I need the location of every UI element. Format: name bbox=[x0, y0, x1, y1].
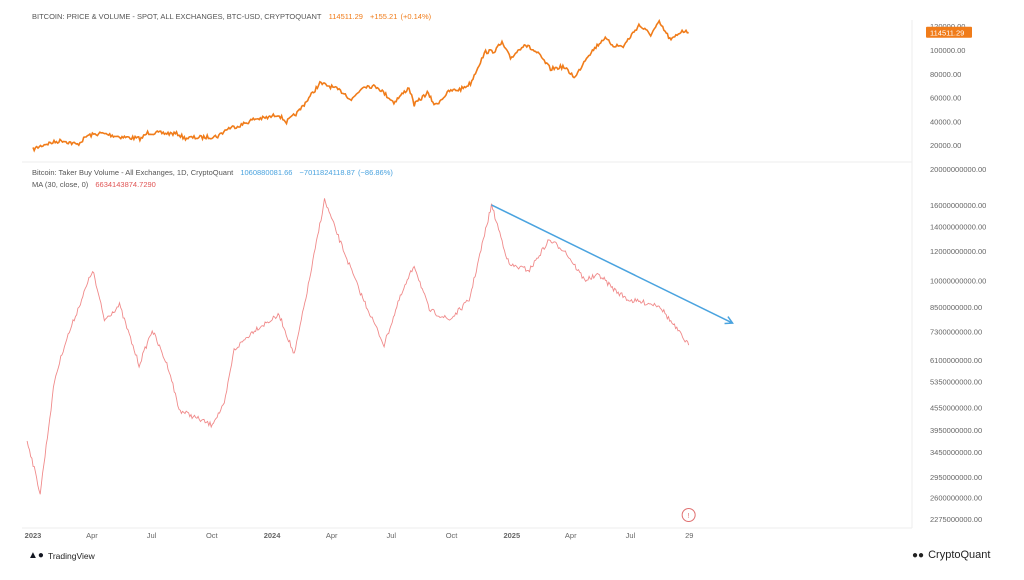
volume-y-tick: 3950000000.00 bbox=[930, 426, 982, 435]
trend-arrow-line bbox=[491, 204, 733, 324]
ma-label: MA (30, close, 0) bbox=[32, 180, 89, 189]
x-tick: Jul bbox=[147, 531, 157, 540]
price-change-pct: (+0.14%) bbox=[400, 12, 432, 21]
volume-legend-title: Bitcoin: Taker Buy Volume - All Exchange… bbox=[32, 168, 234, 177]
price-last: 114511.29 bbox=[328, 12, 363, 21]
tradingview-logo[interactable]: ▲● TradingView bbox=[28, 550, 95, 561]
volume-y-tick: 2275000000.00 bbox=[930, 515, 982, 524]
volume-y-tick: 12000000000.00 bbox=[930, 247, 986, 256]
cryptoquant-logo: ●● CryptoQuant bbox=[912, 549, 991, 561]
ma-value: 6634143874.7290 bbox=[95, 180, 156, 189]
price-y-tick: 20000.00 bbox=[930, 141, 961, 150]
x-tick: 29 bbox=[685, 531, 693, 540]
volume-y-tick: 14000000000.00 bbox=[930, 222, 986, 231]
taker-buy-volume-line bbox=[26, 198, 690, 495]
x-tick: Jul bbox=[626, 531, 636, 540]
volume-y-tick: 10000000000.00 bbox=[930, 277, 986, 286]
cryptoquant-icon: ●● bbox=[912, 549, 925, 561]
price-change: +155.21 bbox=[370, 12, 398, 21]
x-tick: Oct bbox=[206, 531, 219, 540]
event-marker-label: ! bbox=[688, 513, 690, 520]
price-legend-title: BITCOIN: PRICE & VOLUME - SPOT, ALL EXCH… bbox=[32, 12, 322, 21]
x-tick: 2024 bbox=[264, 531, 282, 540]
volume-last: 1060880081.66 bbox=[240, 168, 293, 177]
x-tick: Apr bbox=[86, 531, 98, 540]
price-y-tick: 60000.00 bbox=[930, 94, 961, 103]
price-y-tick: 100000.00 bbox=[930, 46, 965, 55]
price-legend: BITCOIN: PRICE & VOLUME - SPOT, ALL EXCH… bbox=[32, 12, 436, 21]
trend-arrow-head-icon bbox=[724, 316, 734, 325]
price-y-tick: 80000.00 bbox=[930, 70, 961, 79]
volume-y-tick: 7300000000.00 bbox=[930, 327, 982, 336]
volume-y-tick: 6100000000.00 bbox=[930, 356, 982, 365]
volume-y-tick: 2950000000.00 bbox=[930, 473, 982, 482]
volume-change-pct: (−86.86%) bbox=[358, 168, 393, 177]
x-tick: Jul bbox=[386, 531, 396, 540]
tradingview-icon: ▲● bbox=[28, 550, 44, 561]
volume-y-tick: 2600000000.00 bbox=[930, 493, 982, 502]
volume-change: −7011824118.87 bbox=[299, 168, 355, 177]
volume-y-tick: 3450000000.00 bbox=[930, 448, 982, 457]
x-tick: Apr bbox=[326, 531, 338, 540]
volume-y-tick: 4550000000.00 bbox=[930, 403, 982, 412]
price-line bbox=[32, 18, 689, 153]
x-tick: 2025 bbox=[503, 531, 520, 540]
volume-y-tick: 20000000000.00 bbox=[930, 165, 986, 174]
volume-legend: Bitcoin: Taker Buy Volume - All Exchange… bbox=[32, 168, 398, 177]
price-badge-text: 114511.29 bbox=[930, 29, 964, 38]
x-tick: 2023 bbox=[25, 531, 42, 540]
ma-legend: MA (30, close, 0) 6634143874.7290 bbox=[32, 180, 161, 189]
x-tick: Apr bbox=[565, 531, 577, 540]
volume-y-tick: 5350000000.00 bbox=[930, 377, 982, 386]
price-y-tick: 120000.00 bbox=[930, 22, 965, 31]
price-badge bbox=[926, 26, 972, 38]
volume-y-tick: 8500000000.00 bbox=[930, 303, 982, 312]
volume-y-tick: 16000000000.00 bbox=[930, 201, 986, 210]
x-tick: Oct bbox=[446, 531, 459, 540]
event-marker-icon bbox=[681, 508, 696, 522]
price-y-tick: 40000.00 bbox=[930, 117, 961, 126]
